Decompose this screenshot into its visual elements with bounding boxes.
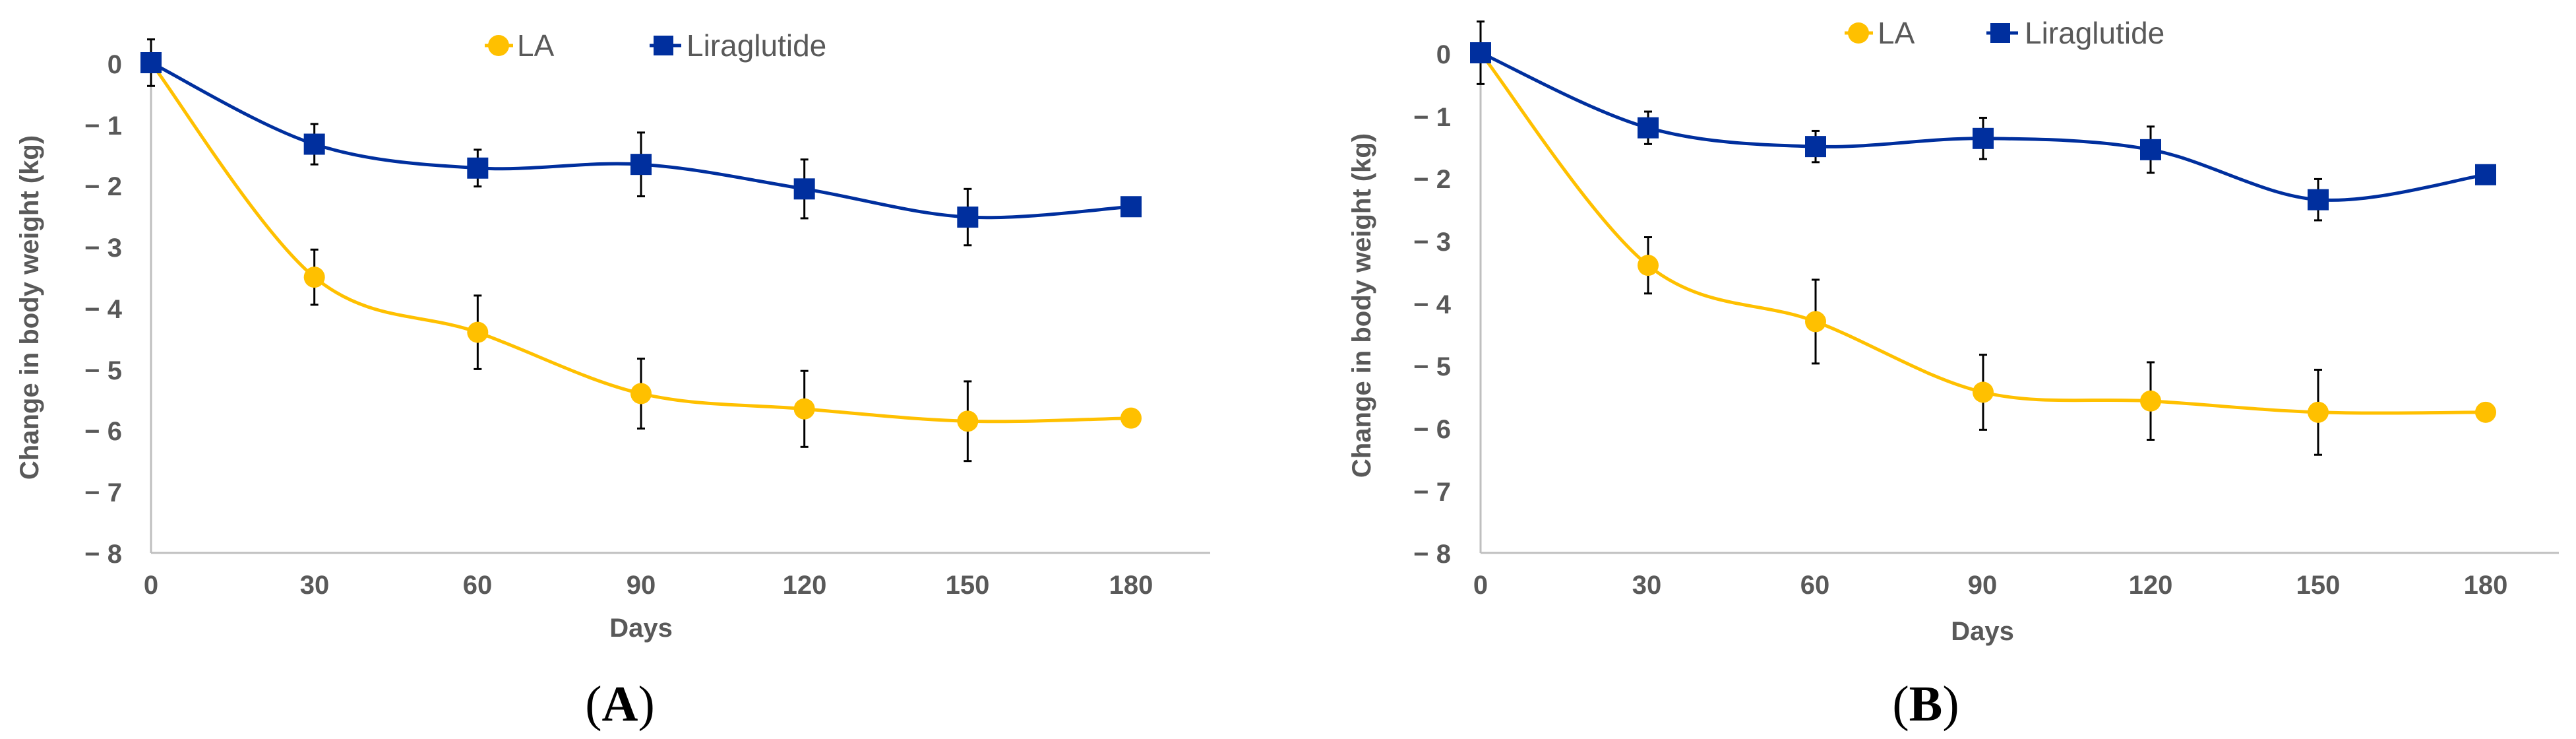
panel-a-y-tick-8: − 8 xyxy=(84,540,122,569)
panel-a-x-tick-5: 150 xyxy=(946,571,990,600)
panel-b-legend-liraglutide-marker xyxy=(1990,23,2010,43)
panel-b-label-close: ) xyxy=(1942,676,1959,732)
panel-b-y-axis-title: Change in body weight (kg) xyxy=(1347,133,1376,478)
panel-b-legend: LA Liraglutide xyxy=(1845,16,2164,50)
panel-a-label-close: ) xyxy=(638,676,654,732)
panel-b-x-tick-0: 0 xyxy=(1473,571,1488,600)
panel-a-x-tick-0: 0 xyxy=(144,571,158,600)
panel-b-x-tick-1: 30 xyxy=(1632,571,1662,600)
panel-a-x-tick-6: 180 xyxy=(1109,571,1153,600)
panel-a-liraglutide-point-0 xyxy=(140,52,162,73)
panel-b-y-tick-0: 0 xyxy=(1436,40,1451,69)
panel-b-legend-liraglutide-label: Liraglutide xyxy=(2025,16,2164,50)
panel-b-legend-la-label: LA xyxy=(1878,16,1915,50)
panel-a-liraglutide-point-3 xyxy=(630,154,652,176)
panel-a-x-tick-1: 30 xyxy=(300,571,330,600)
panel-b-legend-la-marker xyxy=(1848,22,1869,44)
panel-b-label-open: ( xyxy=(1892,676,1909,732)
panel-b-liraglutide-point-1 xyxy=(1638,117,1659,139)
panel-a-legend-la-marker xyxy=(488,35,509,56)
panel-b-liraglutide-point-0 xyxy=(1470,42,1491,63)
panel-b-y-tick-5: − 5 xyxy=(1413,352,1451,381)
panel-b-liraglutide-point-4 xyxy=(2140,139,2161,160)
panel-b-x-ticks: 0 30 60 90 120 150 180 xyxy=(1473,571,2508,600)
panel-a-x-tick-3: 90 xyxy=(627,571,656,600)
panel-a-y-tick-7: − 7 xyxy=(84,478,122,507)
panel-b-plot xyxy=(1470,20,2496,456)
panel-a-x-tick-4: 120 xyxy=(783,571,827,600)
panel-b-label: (B) xyxy=(1892,676,1959,732)
panel-a-y-tick-5: − 5 xyxy=(84,356,122,385)
panel-a-y-ticks: 0 − 1 − 2 − 3 − 4 − 5 − 6 − 7 − 8 xyxy=(84,50,122,569)
panel-a-y-tick-0: 0 xyxy=(107,50,122,79)
panel-a-plot xyxy=(140,38,1142,463)
panel-a-la-point-4 xyxy=(793,398,815,420)
panel-a-x-ticks: 0 30 60 90 120 150 180 xyxy=(144,571,1153,600)
panel-b-liraglutide-point-6 xyxy=(2475,164,2496,185)
panel-a-label: (A) xyxy=(585,676,655,732)
panel-b-y-tick-6: − 6 xyxy=(1413,415,1451,444)
panel-b-la-point-4 xyxy=(2140,390,2161,412)
panel-b-la-point-3 xyxy=(1973,381,1994,403)
panel-a-la-point-6 xyxy=(1120,407,1142,429)
panel-b-la-point-2 xyxy=(1805,311,1826,333)
panel-b-x-tick-5: 150 xyxy=(2296,571,2341,600)
panel-a-la-point-1 xyxy=(303,267,325,288)
panel-a-y-tick-4: − 4 xyxy=(84,295,122,324)
panel-a-legend: LA Liraglutide xyxy=(485,28,826,63)
panel-b-la-point-5 xyxy=(2308,401,2329,423)
panel-a-la-point-3 xyxy=(630,383,652,404)
panel-a-x-axis-title: Days xyxy=(609,614,673,643)
panel-b-x-tick-6: 180 xyxy=(2464,571,2508,600)
panel-b-y-tick-4: − 4 xyxy=(1413,290,1451,319)
panel-a-la-point-5 xyxy=(957,410,979,432)
panel-a-liraglutide-point-2 xyxy=(467,157,489,179)
panel-a-label-open: ( xyxy=(585,676,601,732)
panel-b-x-axis-title: Days xyxy=(1951,617,2014,646)
panel-a-y-axis-title: Change in body weight (kg) xyxy=(15,135,44,480)
panel-a-x-tick-2: 60 xyxy=(463,571,493,600)
panel-b-x-tick-3: 90 xyxy=(1968,571,1998,600)
panel-a-liraglutide-point-6 xyxy=(1120,196,1142,218)
panel-b-y-tick-8: − 8 xyxy=(1413,540,1451,569)
panel-b: LA Liraglutide 0 − 1 − 2 − 3 − 4 − 5 − 6… xyxy=(1347,16,2559,732)
panel-a-liraglutide-point-4 xyxy=(793,178,815,200)
panel-b-y-tick-1: − 1 xyxy=(1413,103,1451,132)
panel-b-y-tick-2: − 2 xyxy=(1413,165,1451,194)
panel-b-liraglutide-point-2 xyxy=(1805,136,1826,158)
panel-b-y-tick-3: − 3 xyxy=(1413,228,1451,257)
panel-a-liraglutide-point-1 xyxy=(303,133,325,155)
panel-b-liraglutide-point-3 xyxy=(1973,127,1994,149)
panel-a-y-tick-2: − 2 xyxy=(84,172,122,201)
panel-a-label-letter: A xyxy=(602,676,638,732)
panel-b-x-tick-4: 120 xyxy=(2129,571,2173,600)
panel-a-y-tick-1: − 1 xyxy=(84,112,122,141)
panel-a-legend-liraglutide-marker xyxy=(654,36,673,55)
panel-b-y-ticks: 0 − 1 − 2 − 3 − 4 − 5 − 6 − 7 − 8 xyxy=(1413,40,1451,569)
panel-b-la-point-1 xyxy=(1638,255,1659,276)
panel-a-legend-liraglutide-label: Liraglutide xyxy=(687,28,826,63)
panel-a-y-tick-6: − 6 xyxy=(84,417,122,446)
panel-a: LA Liraglutide 0 − 1 − 2 − 3 − 4 − 5 − 6… xyxy=(15,28,1210,732)
panel-b-label-letter: B xyxy=(1909,676,1943,732)
panel-a-la-point-2 xyxy=(467,321,489,343)
panel-a-y-tick-3: − 3 xyxy=(84,234,122,263)
panel-a-liraglutide-point-5 xyxy=(957,207,979,228)
panel-a-legend-la-label: LA xyxy=(517,28,555,63)
panel-b-liraglutide-point-5 xyxy=(2308,189,2329,210)
panel-b-x-tick-2: 60 xyxy=(1800,571,1830,600)
panel-b-y-tick-7: − 7 xyxy=(1413,478,1451,507)
panel-b-la-point-6 xyxy=(2475,401,2496,423)
